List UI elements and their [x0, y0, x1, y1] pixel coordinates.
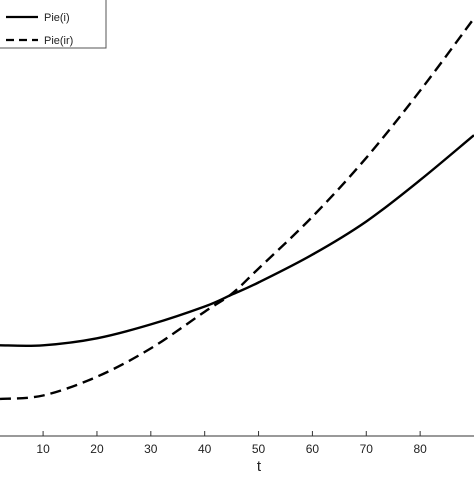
x-tick-label-60: 60: [306, 442, 320, 456]
legend-box: [0, 0, 107, 49]
x-ticks: 10 20 30 40 50 60 70 80: [36, 431, 427, 456]
legend-label-pie-i: Pie(i): [44, 12, 70, 24]
x-tick-label-20: 20: [90, 442, 104, 456]
x-tick-label-80: 80: [413, 442, 427, 456]
x-tick-label-40: 40: [198, 442, 212, 456]
legend-label-pie-ir: Pie(ir): [44, 35, 73, 47]
x-tick-label-50: 50: [252, 442, 266, 456]
series-layer: [0, 17, 474, 401]
legend: Pie(i) Pie(ir): [0, 0, 107, 49]
x-axis-label: t: [257, 458, 262, 474]
x-tick-label-10: 10: [36, 442, 50, 456]
x-tick-label-30: 30: [144, 442, 158, 456]
series-line-pie-ir: [0, 17, 474, 401]
x-tick-label-70: 70: [360, 442, 374, 456]
